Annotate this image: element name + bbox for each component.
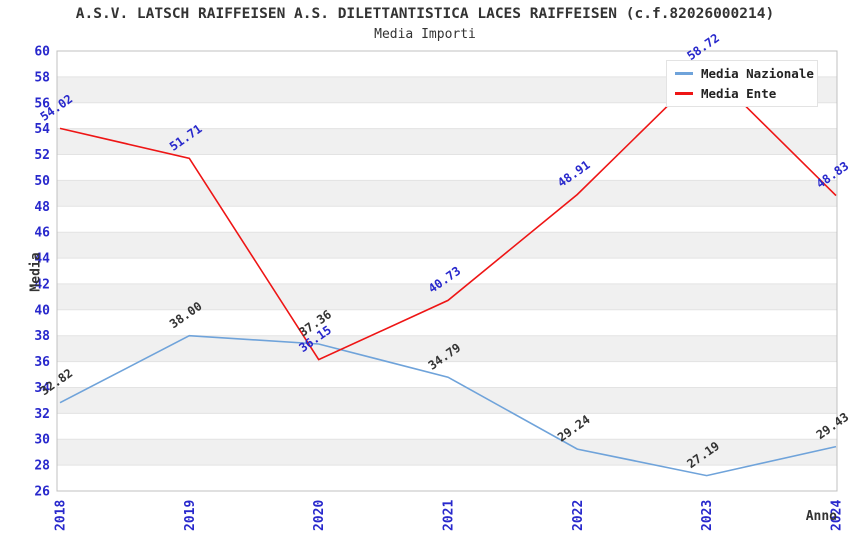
y-tick-label: 40 — [34, 303, 50, 318]
legend-swatch-media-nazionale-icon — [675, 72, 693, 75]
grid-band — [57, 128, 837, 155]
y-tick-label: 38 — [34, 329, 50, 344]
grid-band — [57, 283, 837, 310]
y-tick-label: 42 — [34, 277, 50, 292]
y-tick-label: 30 — [34, 433, 50, 448]
legend-label: Media Ente — [701, 86, 777, 101]
grid-band — [57, 439, 837, 466]
y-tick-label: 26 — [34, 485, 50, 500]
grid-band — [57, 335, 837, 362]
legend-swatch-media-ente-icon — [675, 92, 693, 95]
series-line-0 — [59, 334, 837, 477]
x-tick-label: 2022 — [571, 500, 586, 531]
x-axis-title: Anno — [805, 509, 837, 524]
grid-band — [57, 180, 837, 207]
y-tick-label: 52 — [34, 148, 50, 163]
chart-title: A.S.V. LATSCH RAIFFEISEN A.S. DILETTANTI… — [75, 6, 775, 22]
chart-subtitle: Media Importi — [374, 27, 476, 42]
y-tick-label: 54 — [34, 122, 50, 137]
y-tick-label: 28 — [34, 459, 50, 474]
x-tick-label: 2018 — [54, 500, 69, 531]
point-label: 58.72 — [684, 31, 722, 63]
legend-label: Media Nazionale — [701, 66, 814, 81]
y-tick-label: 46 — [34, 226, 50, 241]
y-tick-label: 56 — [34, 96, 50, 111]
y-tick-label: 60 — [34, 45, 50, 60]
x-tick-label: 2020 — [312, 500, 327, 531]
y-tick-label: 50 — [34, 174, 50, 189]
grid-band — [57, 232, 837, 259]
point-label: 29.43 — [814, 410, 850, 442]
y-tick-label: 58 — [34, 70, 50, 85]
grid-band — [57, 387, 837, 414]
x-tick-label: 2023 — [700, 500, 715, 531]
legend-item-media-nazionale: Media Nazionale — [675, 66, 814, 81]
x-tick-label: 2019 — [183, 500, 198, 531]
plot-border — [56, 50, 838, 492]
x-tick-label: 2021 — [442, 500, 457, 531]
y-axis-title: Media — [28, 252, 44, 292]
legend-item-media-ente: Media Ente — [675, 86, 809, 101]
y-tick-label: 48 — [34, 200, 50, 215]
y-tick-label: 32 — [34, 407, 50, 422]
y-tick-label: 36 — [34, 355, 50, 370]
y-tick-label: 34 — [34, 381, 50, 396]
x-tick-label: 2024 — [830, 500, 845, 531]
y-tick-label: 44 — [34, 252, 50, 267]
legend: Media Nazionale Media Ente — [666, 60, 818, 107]
